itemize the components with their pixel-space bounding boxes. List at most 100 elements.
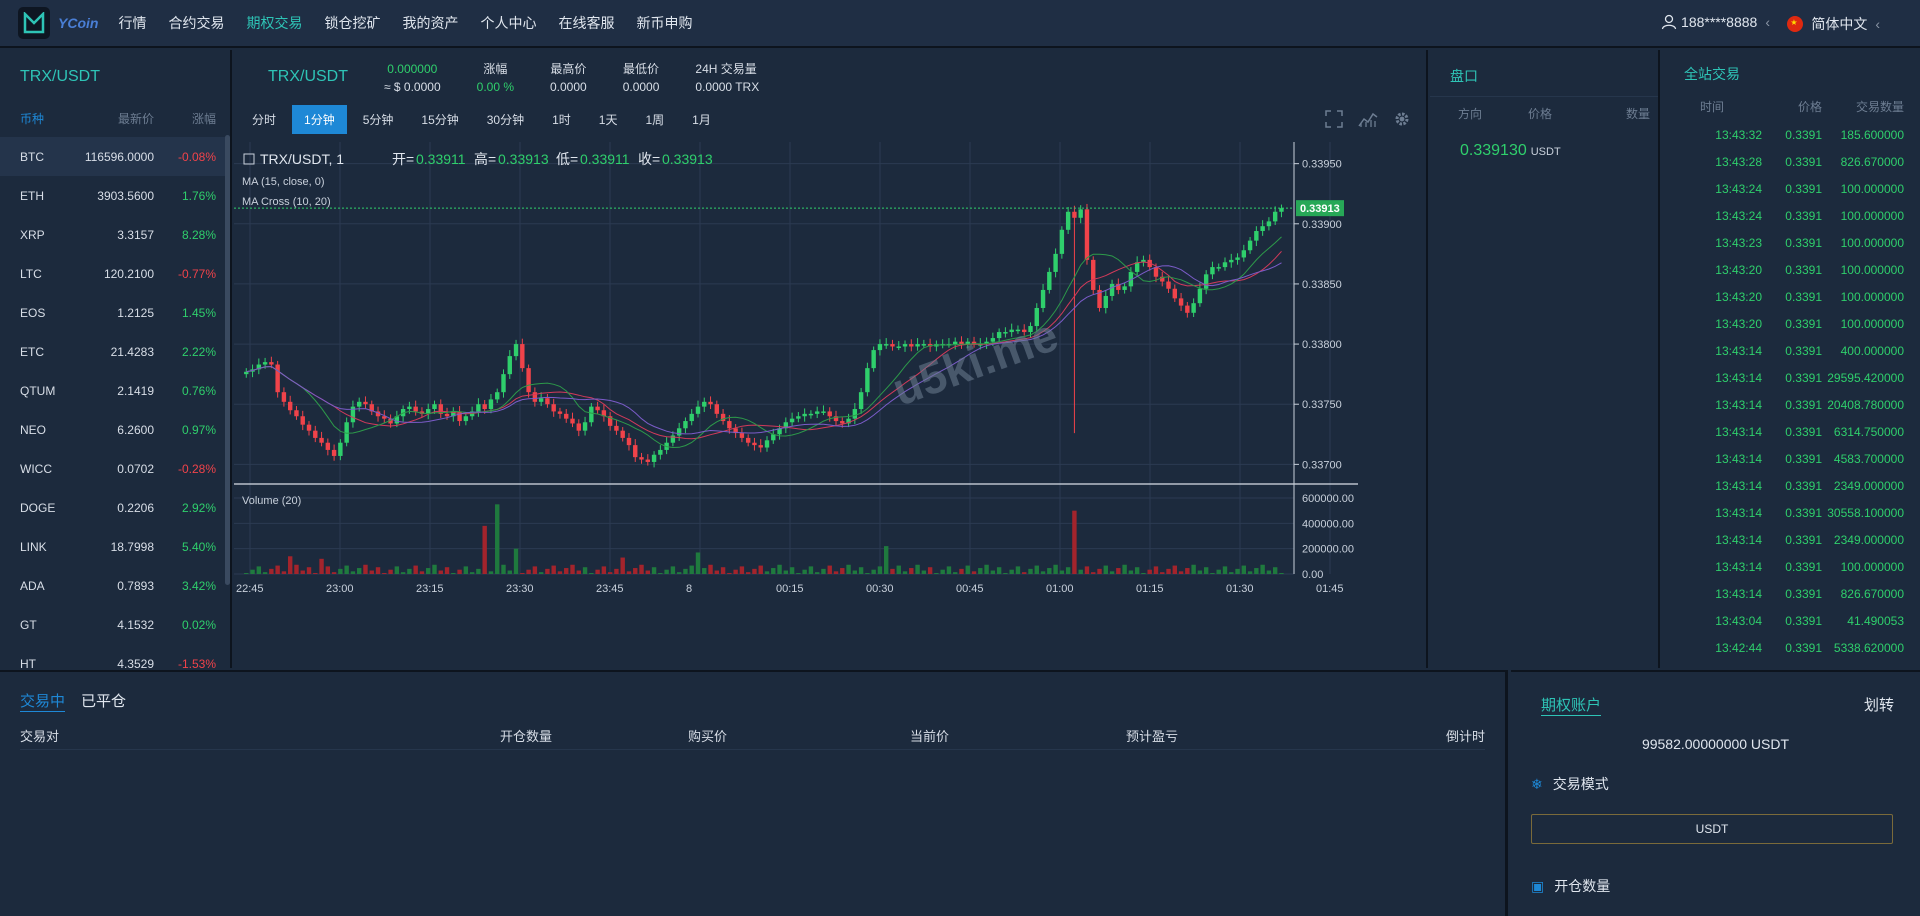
- volume-bar: [714, 570, 720, 574]
- volume-bar: [821, 568, 826, 574]
- option-account-panel: 期权账户 划转 99582.00000000 USDT ❄ 交易模式 USDT …: [1511, 670, 1920, 916]
- nav-item[interactable]: 在线客服: [558, 15, 615, 31]
- candle-body: [564, 413, 569, 419]
- interval-tab[interactable]: 1周: [645, 112, 665, 127]
- china-flag-icon: [1787, 16, 1804, 32]
- market-row[interactable]: ETH 3903.5600 1.76%: [0, 176, 230, 215]
- volume-bar: [934, 572, 939, 574]
- candle-body: [921, 344, 927, 346]
- interval-tab[interactable]: 1时: [552, 112, 571, 127]
- candle-body: [601, 410, 607, 417]
- volume-bar: [1128, 570, 1134, 574]
- candle-body: [902, 344, 908, 347]
- volume-bar: [758, 565, 763, 574]
- candle-body: [990, 338, 996, 342]
- trade-price: 0.3391: [1785, 505, 1822, 520]
- candlestick-chart[interactable]: 22:45 23:00 23:15 23:30 23:45 8 00:15 00:30 00:4…: [234, 142, 1358, 668]
- volume-bar: [532, 566, 538, 574]
- volume-bar: [1185, 568, 1190, 574]
- language-selector[interactable]: 简体中文 ‹: [1787, 14, 1880, 34]
- interval-tab[interactable]: 5分钟: [362, 112, 394, 127]
- volume-bar: [909, 568, 914, 574]
- market-row[interactable]: HT 4.3529 -1.53%: [0, 644, 230, 669]
- market-row[interactable]: ETC 21.4283 2.22%: [0, 332, 230, 371]
- candle-body: [1028, 326, 1033, 333]
- candle-body: [814, 411, 820, 414]
- time-tick-label: 01:15: [1136, 583, 1164, 595]
- snowflake-icon: ❄: [1531, 775, 1543, 792]
- trade-row: 13:43:04 0.3391 41.490053: [1662, 607, 1920, 634]
- tab-open-positions[interactable]: 交易中: [20, 690, 66, 712]
- volume-bar: [262, 572, 268, 574]
- mode-usdt-button[interactable]: USDT: [1531, 814, 1893, 844]
- trade-row: 13:43:14 0.3391 100.000000: [1662, 553, 1920, 580]
- trade-amount: 100.000000: [1840, 289, 1904, 304]
- trade-time: 13:43:23: [1715, 235, 1762, 250]
- candle-body: [306, 424, 312, 431]
- col-price[interactable]: 最新价: [117, 112, 154, 126]
- market-row[interactable]: QTUM 2.1419 0.76%: [0, 371, 230, 410]
- interval-tab[interactable]: 30分钟: [486, 112, 525, 127]
- logo-icon: [18, 7, 50, 39]
- interval-tab[interactable]: 分时: [252, 112, 277, 127]
- volume-bar: [626, 571, 632, 574]
- volume-bar: [683, 568, 688, 574]
- tab-closed-positions[interactable]: 已平仓: [81, 693, 127, 710]
- orderbook-title: 盘口: [1430, 50, 1658, 97]
- logo[interactable]: YCoin: [18, 7, 98, 39]
- last-price: 0.000000: [387, 62, 438, 76]
- nav-item[interactable]: 期权交易: [246, 15, 303, 31]
- interval-tab[interactable]: 15分钟: [421, 112, 459, 127]
- volume-bar: [463, 566, 469, 574]
- nav-item[interactable]: 个人中心: [480, 15, 537, 31]
- settings-gear-icon[interactable]: [1392, 110, 1412, 130]
- market-row[interactable]: ADA 0.7893 3.42%: [0, 566, 230, 605]
- market-row[interactable]: NEO 6.2600 0.97%: [0, 410, 230, 449]
- nav-item[interactable]: 行情: [118, 15, 147, 31]
- volume-bar: [256, 566, 262, 574]
- nav-item[interactable]: 锁仓挖矿: [324, 15, 381, 31]
- nav-item[interactable]: 我的资产: [402, 15, 459, 31]
- last-price-label: 0.33913: [1300, 203, 1340, 215]
- interval-tab[interactable]: 1天: [598, 112, 618, 127]
- market-row[interactable]: DOGE 0.2206 2.92%: [0, 488, 230, 527]
- trade-time: 13:43:14: [1715, 505, 1762, 520]
- trade-amount: 4583.700000: [1833, 451, 1904, 466]
- candle-body: [589, 406, 594, 423]
- coin-symbol: WICC: [20, 461, 52, 476]
- market-row[interactable]: LINK 18.7998 5.40%: [0, 527, 230, 566]
- market-row[interactable]: XRP 3.3157 8.28%: [0, 215, 230, 254]
- volume-bar: [570, 564, 575, 574]
- trade-price: 0.3391: [1785, 262, 1822, 277]
- account-title[interactable]: 期权账户: [1541, 694, 1602, 716]
- interval-tab[interactable]: 1月: [692, 112, 711, 127]
- col-coin[interactable]: 币种: [20, 112, 45, 126]
- market-row[interactable]: WICC 0.0702 -0.28%: [0, 449, 230, 488]
- candle-body: [1254, 231, 1259, 241]
- col-change[interactable]: 涨幅: [191, 112, 216, 126]
- transfer-button[interactable]: 划转: [1863, 697, 1894, 714]
- change-value: 0.00 %: [476, 80, 514, 94]
- market-row[interactable]: GT 4.1532 0.02%: [0, 605, 230, 644]
- volume-bar: [438, 570, 443, 574]
- coin-price: 0.2206: [117, 500, 154, 515]
- trade-time: 13:43:14: [1715, 559, 1762, 574]
- nav-item[interactable]: 合约交易: [168, 15, 225, 31]
- candle-body: [1153, 267, 1159, 277]
- user-menu[interactable]: 188****8888 ‹: [1661, 14, 1770, 30]
- indicators-icon[interactable]: [1358, 110, 1378, 130]
- volume-bar: [1141, 572, 1146, 574]
- volume-bar: [400, 572, 406, 574]
- candle-body: [407, 406, 412, 410]
- market-row[interactable]: EOS 1.2125 1.45%: [0, 293, 230, 332]
- interval-tab[interactable]: 1分钟: [292, 104, 347, 134]
- volume-bar: [413, 565, 418, 574]
- market-row[interactable]: BTC 116596.0000 -0.08%: [0, 137, 230, 176]
- scrollbar[interactable]: [225, 135, 230, 585]
- fullscreen-icon[interactable]: [1324, 110, 1344, 130]
- candle-body: [984, 341, 989, 345]
- trade-row: 13:43:14 0.3391 4583.700000: [1662, 445, 1920, 472]
- nav-item[interactable]: 新币申购: [636, 15, 693, 31]
- market-row[interactable]: LTC 120.2100 -0.77%: [0, 254, 230, 293]
- col-open-qty: 开仓数量: [500, 729, 553, 744]
